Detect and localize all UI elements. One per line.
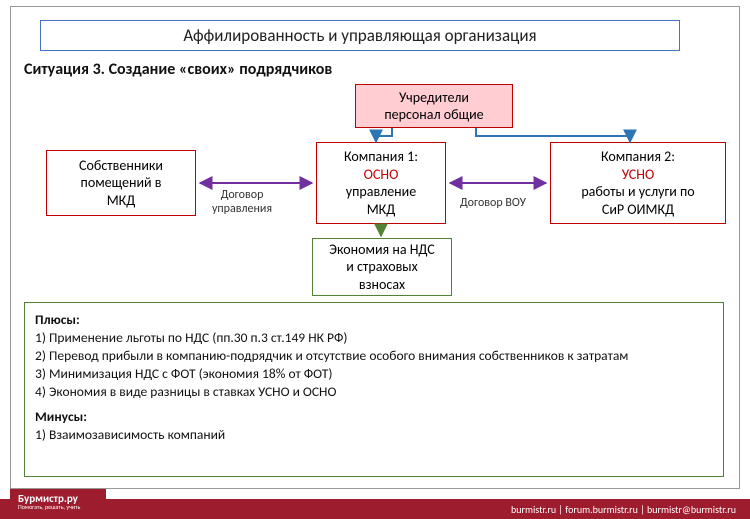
minus-list: 1) Взаимозависимость компаний [35, 426, 713, 443]
pros-cons-box: Плюсы: 1) Применение льготы по НДС (пп.3… [24, 302, 724, 477]
footer-logo-sub: Помогать, решать, учить [18, 504, 106, 510]
node-company2: Компания 2:УСНОработы и услуги поСиР ОИМ… [550, 142, 726, 224]
node-company1: Компания 1:ОСНОуправлениеМКД [316, 142, 446, 224]
edge-label-mgmt: Договоруправления [212, 188, 272, 216]
plus-list: 1) Применение льготы по НДС (пп.30 п.3 с… [35, 329, 713, 400]
footer-links: burmistr.ru | forum.burmistr.ru | burmis… [511, 503, 736, 516]
title-bar: Аффилированность и управляющая организац… [40, 20, 680, 51]
node-founders: Учредителиперсонал общие [355, 84, 513, 128]
title-text: Аффилированность и управляющая организац… [183, 25, 536, 46]
subtitle: Ситуация 3. Создание «своих» подрядчиков [24, 60, 332, 79]
minus-header: Минусы: [35, 408, 713, 425]
footer-logo-text: Бурмистр.ру [18, 493, 106, 504]
edge-label-vou: Договор ВОУ [460, 196, 526, 210]
node-savings: Экономия на НДСи страховыхвзносах [312, 238, 452, 296]
plus-header: Плюсы: [35, 311, 713, 328]
footer-logo: Бурмистр.ру Помогать, решать, учить [10, 489, 106, 513]
node-owners: Собственникипомещений вМКД [46, 150, 196, 216]
